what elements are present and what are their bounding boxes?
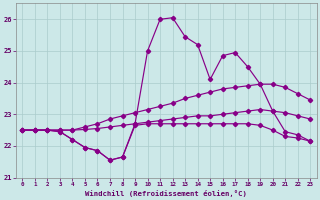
X-axis label: Windchill (Refroidissement éolien,°C): Windchill (Refroidissement éolien,°C) <box>85 190 247 197</box>
